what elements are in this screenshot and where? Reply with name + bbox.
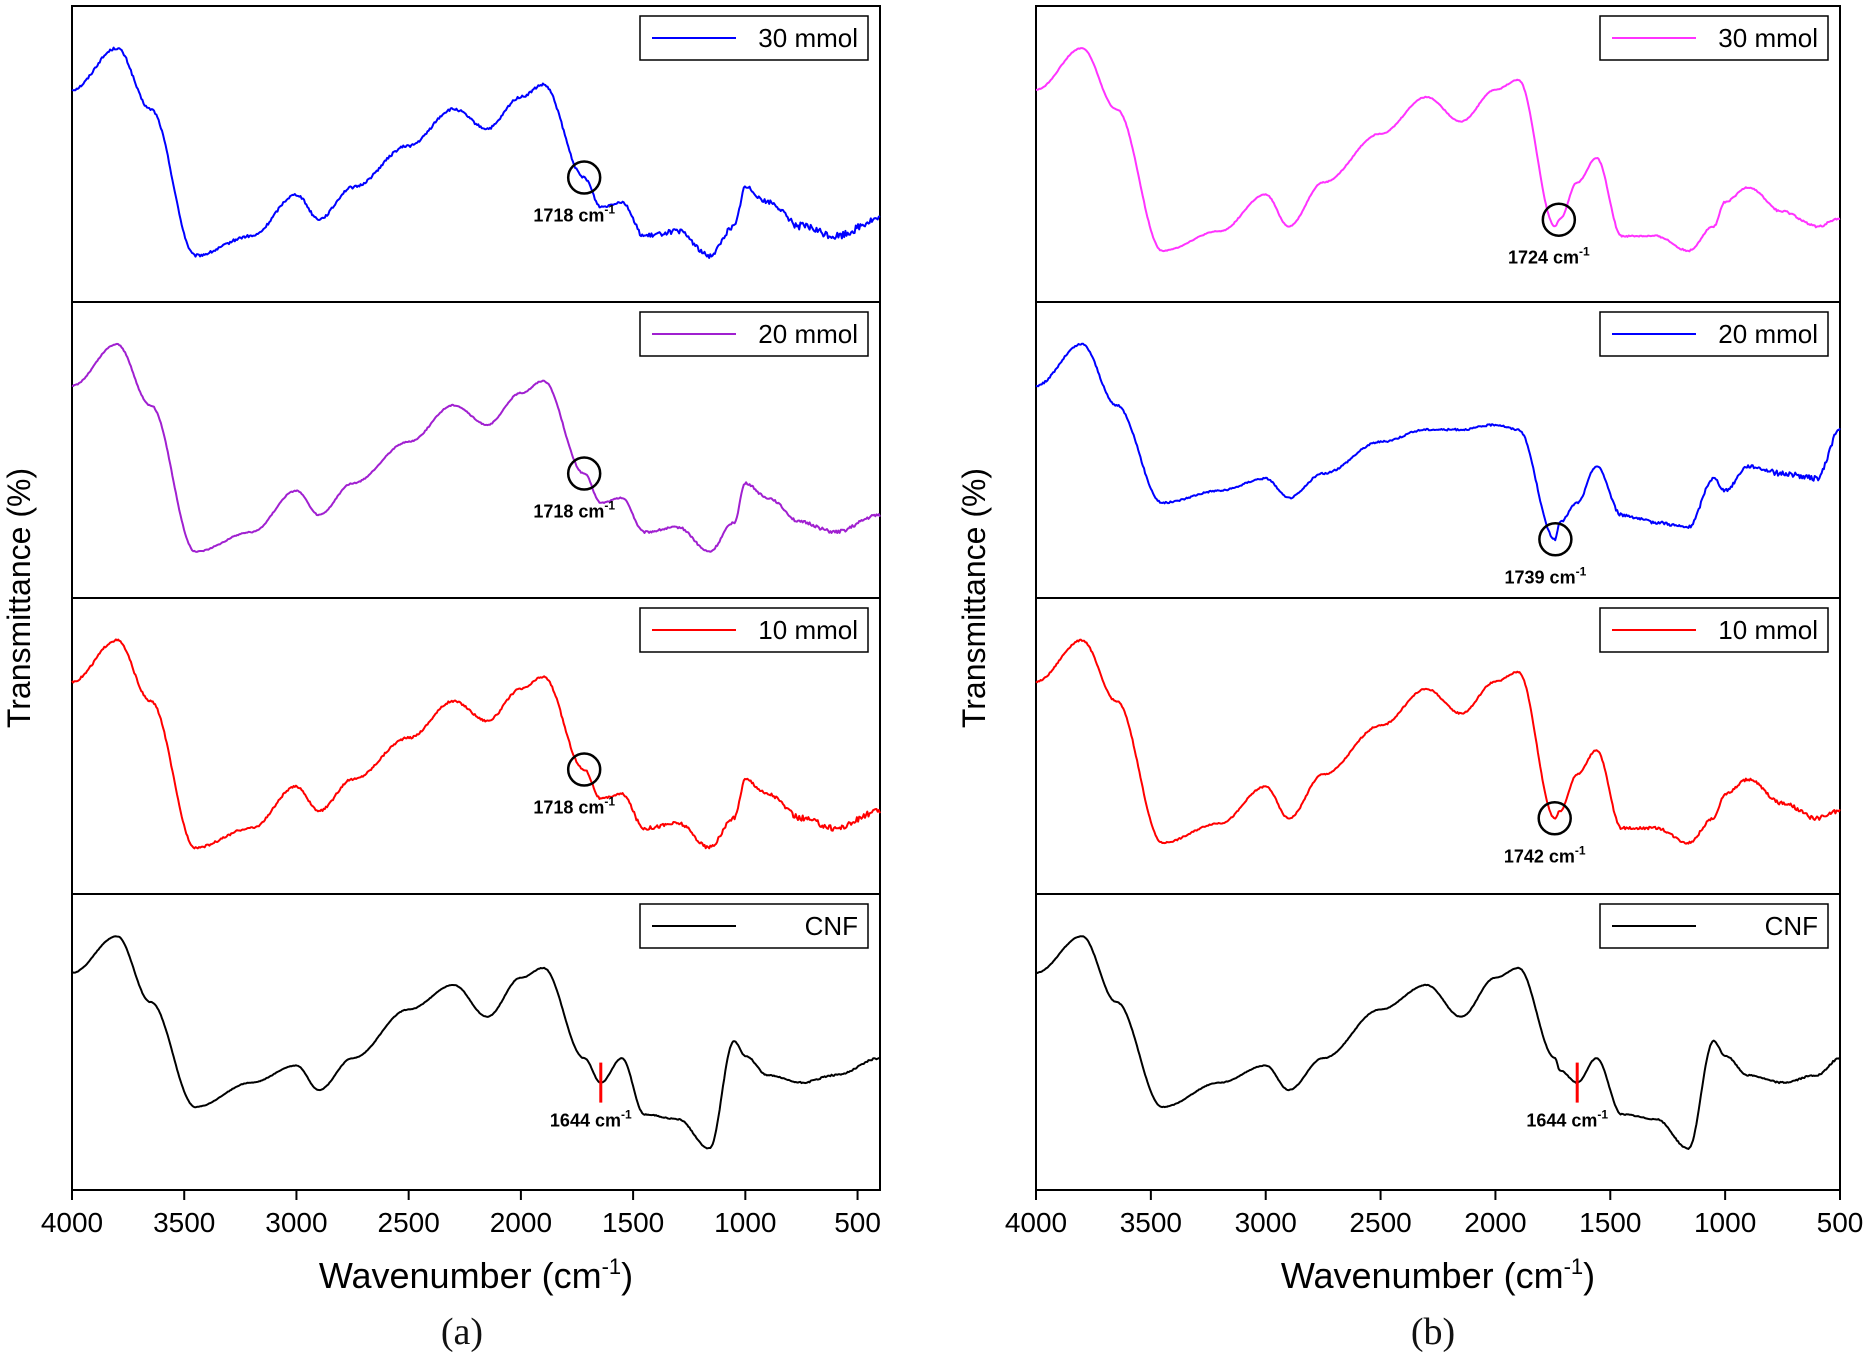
panel-a-peak-label-main-3: 1718 cm (533, 798, 604, 818)
panel-a-x-axis-label-end: ) (621, 1255, 633, 1296)
panel-a-caption: (a) (440, 1311, 484, 1353)
panel-b-peak-label-2: 1739 cm-1 (1505, 564, 1587, 587)
panel-b-x-tick-label: 4000 (1005, 1207, 1067, 1238)
panel-a-peak-circle-1 (566, 160, 602, 195)
panel-b-peak-label-sup-2: -1 (1576, 564, 1587, 578)
panel-b-peak-label-3: 1742 cm-1 (1504, 843, 1586, 866)
panel-b-caption: (b) (1410, 1311, 1456, 1353)
panel-b-x-tick-label: 3000 (1235, 1207, 1297, 1238)
panel-a-legend-label-3: 10 mmol (758, 615, 858, 645)
panel-b-x-axis-label-sup: -1 (1564, 1254, 1584, 1279)
panel-b-x-tick-label: 1000 (1694, 1207, 1756, 1238)
panel-a-x-tick-label: 2500 (378, 1207, 440, 1238)
panel-a-x-tick-label: 3000 (265, 1207, 327, 1238)
panel-b-x-tick-label: 3500 (1120, 1207, 1182, 1238)
panel-b-peak-circle-2 (1538, 522, 1573, 557)
panel-a-peak-label-sup-1: -1 (604, 203, 615, 217)
panel-a-peak-label-3: 1718 cm-1 (533, 795, 615, 818)
panel-a-peak-circle-2 (566, 456, 602, 491)
panel-a-peak-label-main-4: 1644 cm (550, 1111, 621, 1131)
panel-b-x-tick-label: 2500 (1349, 1207, 1411, 1238)
panel-b-x-tick-label: 1500 (1579, 1207, 1641, 1238)
panel-b-legend-label-3: 10 mmol (1718, 615, 1818, 645)
panel-b-peak-label-main-1: 1724 cm (1508, 248, 1579, 268)
panel-b-y-axis-label: Transmittance (%) (956, 468, 992, 728)
panel-a-peak-label-sup-4: -1 (621, 1108, 632, 1122)
panel-a-x-axis-label-sup: -1 (602, 1254, 622, 1279)
panel-b-peak-label-sup-4: -1 (1597, 1108, 1608, 1122)
panel-a-series-2-line (71, 342, 881, 553)
panel-b-x-axis-label-main: Wavenumber (cm (1281, 1255, 1564, 1296)
panel-a-peak-label-main-1: 1718 cm (533, 206, 604, 226)
panel-b-series-3-line (1035, 638, 1841, 845)
panel-a-x-tick-label: 1000 (714, 1207, 776, 1238)
panel-b-peak-label-main-2: 1739 cm (1505, 567, 1576, 587)
panel-b-peak-label-4: 1644 cm-1 (1526, 1108, 1608, 1131)
panel-b-series-2-line (1035, 342, 1841, 542)
panel-a-x-tick-label: 3500 (153, 1207, 215, 1238)
panel-a-peak-label-sup-3: -1 (604, 795, 615, 809)
panel-b-series-4-line (1035, 935, 1841, 1150)
panel-a-x-tick-label: 1500 (602, 1207, 664, 1238)
panel-a-series-4-line (71, 935, 881, 1150)
panel-b-peak-label-main-4: 1644 cm (1526, 1111, 1597, 1131)
panel-a-peak-label-main-2: 1718 cm (533, 502, 604, 522)
panel-a-x-tick-label: 4000 (41, 1207, 103, 1238)
panel-b-series-1-line (1035, 47, 1841, 253)
panel-a-series-1-line (71, 46, 881, 259)
panel-a-peak-label-2: 1718 cm-1 (533, 499, 615, 522)
panel-a-y-axis-label: Transmittance (%) (1, 468, 37, 728)
panel-a-x-axis-label: Wavenumber (cm-1) (319, 1254, 633, 1296)
panel-b-x-axis-label-end: ) (1583, 1255, 1595, 1296)
panel-b-legend-label-1: 30 mmol (1718, 23, 1818, 53)
panel-a-peak-label-sup-2: -1 (604, 499, 615, 513)
panel-a-peak-label-1: 1718 cm-1 (533, 203, 615, 226)
panel-a-legend-label-4: CNF (805, 911, 858, 941)
panel-b-peak-circle-1 (1541, 202, 1577, 237)
panel-a-peak-label-4: 1644 cm-1 (550, 1108, 632, 1131)
panel-a-series-3-line (71, 638, 881, 850)
panel-a-peak-circle-3 (566, 752, 602, 787)
panel-b-peak-label-main-3: 1742 cm (1504, 846, 1575, 866)
panel-b-legend-label-2: 20 mmol (1718, 319, 1818, 349)
panel-b-legend-label-4: CNF (1765, 911, 1818, 941)
panel-b-x-tick-label: 2000 (1464, 1207, 1526, 1238)
panel-b-x-tick-label: 500 (1817, 1207, 1864, 1238)
panel-b-peak-label-sup-1: -1 (1579, 245, 1590, 259)
panel-a-x-axis-label-main: Wavenumber (cm (319, 1255, 602, 1296)
panel-a-legend-label-2: 20 mmol (758, 319, 858, 349)
panel-b-peak-label-sup-3: -1 (1575, 843, 1586, 857)
panel-a-legend-label-1: 30 mmol (758, 23, 858, 53)
panel-b-peak-label-1: 1724 cm-1 (1508, 245, 1590, 268)
panel-a-x-tick-label: 500 (834, 1207, 881, 1238)
panel-a-x-tick-label: 2000 (490, 1207, 552, 1238)
panel-b-peak-circle-3 (1537, 801, 1572, 836)
panel-b-x-axis-label: Wavenumber (cm-1) (1281, 1254, 1595, 1296)
